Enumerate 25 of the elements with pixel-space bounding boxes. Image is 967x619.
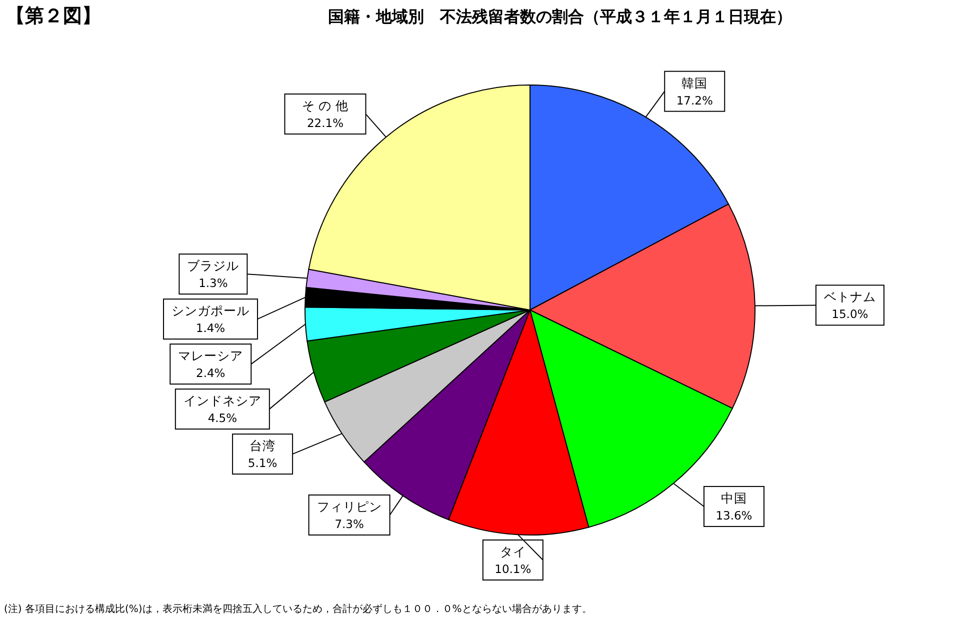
- data-label: 13.6%: [716, 508, 752, 522]
- slice-label: フィリピン: [316, 499, 382, 514]
- data-label: 10.1%: [494, 562, 532, 576]
- slice-label: ブラジル: [187, 258, 240, 274]
- legend-label: 台湾: [250, 438, 276, 454]
- slice-label: インドネシア: [183, 393, 262, 408]
- data-label: 4.5%: [208, 411, 238, 426]
- text: (注) 各項目における構成比(%)は，表示桁未満を四捨五入しているため，合計が必ずしも１００．０%とならない場合があります。: [4, 603, 592, 615]
- data-label: 1.3%: [198, 276, 228, 290]
- text: 【第２図】: [6, 5, 101, 27]
- slice-label: タイ: [500, 544, 526, 559]
- slice-label: 韓国: [682, 75, 708, 90]
- data-label: 15.0%: [832, 307, 868, 322]
- data-label: 2.4%: [196, 366, 226, 380]
- data-label: 17.2%: [676, 93, 713, 108]
- data-label: 1.4%: [196, 321, 226, 336]
- slice-label: 中国: [720, 490, 747, 506]
- slice-label: シンガポール: [172, 303, 250, 318]
- slice-label: ベトナム: [824, 289, 876, 304]
- data-label: 22.1%: [306, 116, 344, 130]
- chart-title: 国籍・地域別 不法残留者数の割合（平成３１年１月１日現在）: [328, 7, 792, 26]
- data-label: 7.3%: [334, 517, 364, 531]
- slice-label: そ の 他: [302, 98, 349, 114]
- slice-label: マレーシア: [178, 348, 244, 364]
- data-label: 5.1%: [248, 456, 278, 470]
